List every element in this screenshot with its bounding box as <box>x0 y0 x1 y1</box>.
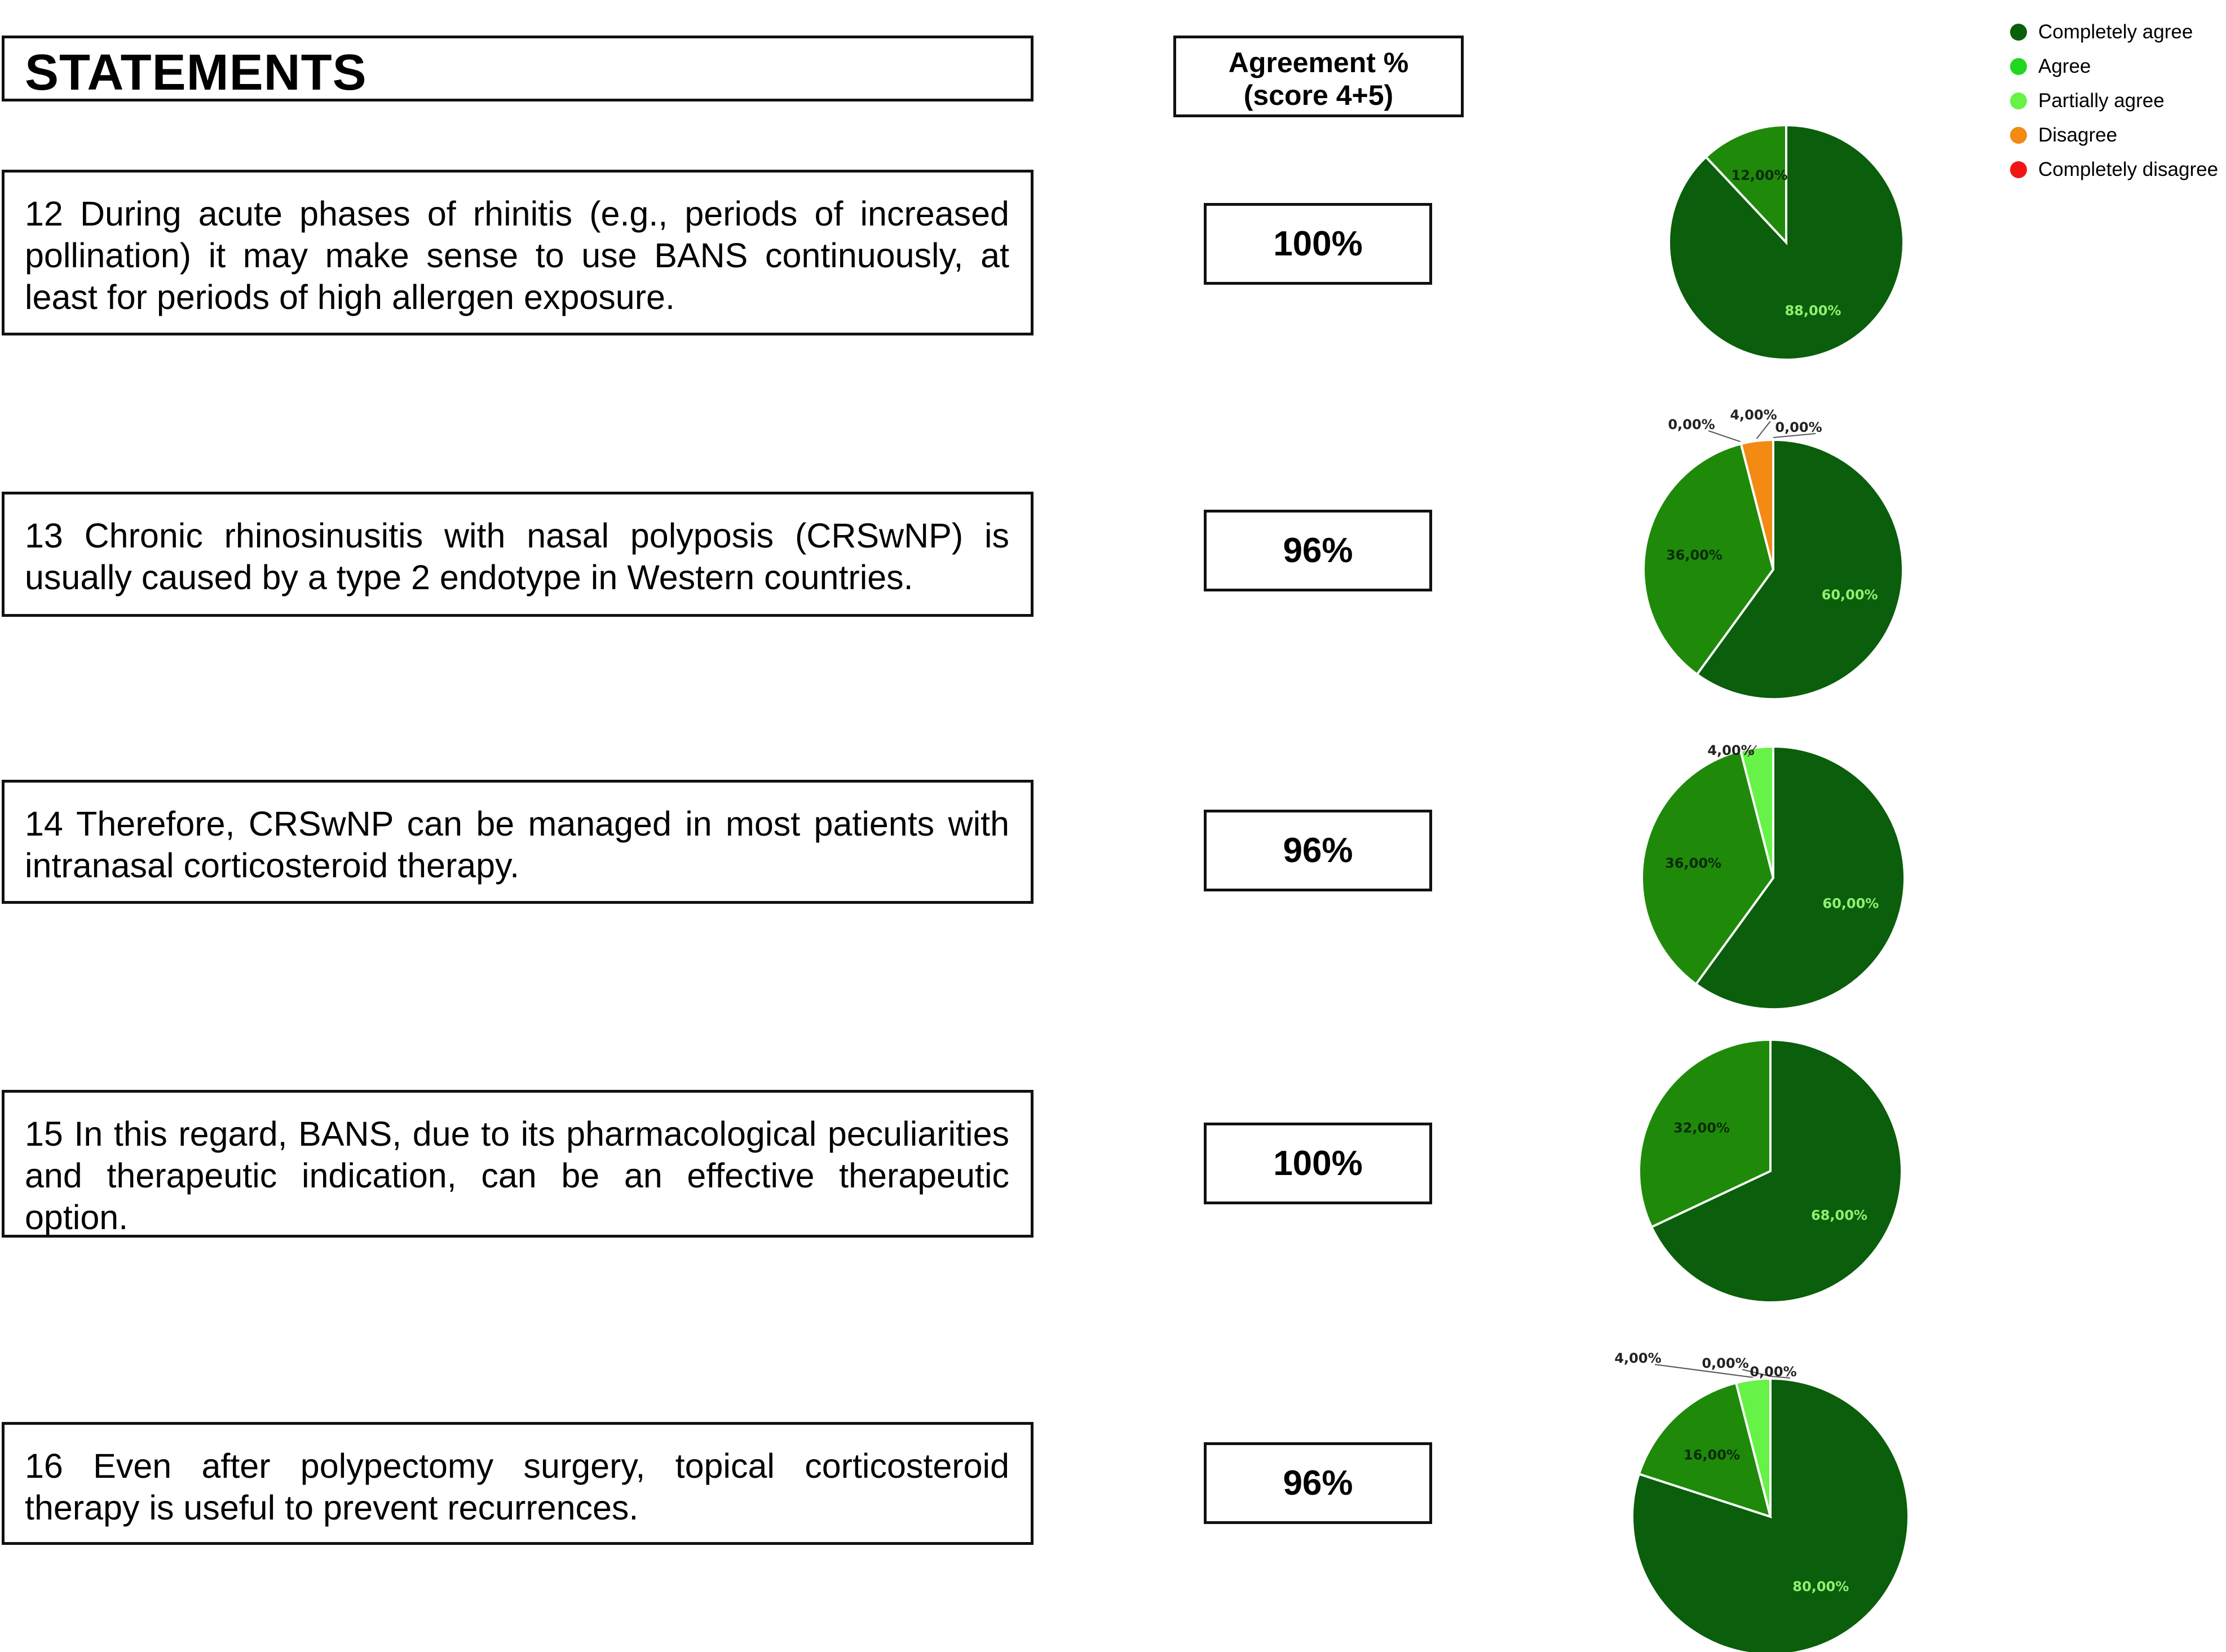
pie-13-callout-line-completely-disagree <box>1773 433 1816 438</box>
statements-title: STATEMENTS <box>25 45 367 101</box>
legend-swatch-partially-agree <box>2010 92 2027 109</box>
legend-label-partially-agree: Partially agree <box>2038 89 2165 112</box>
pie-15-label-completely-agree: 68,00% <box>1811 1207 1867 1223</box>
chart-legend: Completely agree Agree Partially agree D… <box>2010 15 2218 187</box>
pie-16-label-completely-agree: 80,00% <box>1792 1579 1849 1594</box>
agreement-14: 96% <box>1204 810 1432 891</box>
legend-label-disagree: Disagree <box>2038 123 2118 146</box>
pie-13-slice-disagree <box>1739 438 1774 570</box>
legend-swatch-completely-disagree <box>2010 161 2027 178</box>
statement-12: 12 During acute phases of rhinitis (e.g.… <box>2 170 1034 335</box>
legend-swatch-completely-agree <box>2010 23 2027 41</box>
pie-16-slice-completely-agree <box>1631 1377 1910 1652</box>
pie-13-label-agree: 36,00% <box>1666 547 1722 563</box>
pie-14-slice-completely-agree <box>1694 745 1906 1010</box>
pie-14-callout-line-partially-agree <box>1747 745 1757 757</box>
legend-swatch-agree <box>2010 58 2027 75</box>
pie-13-slice-agree <box>1642 442 1775 676</box>
pie-16-slice-partially-agree <box>1734 1377 1772 1517</box>
pie-13-label-disagree: 4,00% <box>1730 407 1777 423</box>
pie-13-callout-line-partially-agree <box>1708 430 1741 443</box>
pie-12-label-completely-agree: 88,00% <box>1785 303 1841 319</box>
pie-16-slice-agree <box>1637 1381 1772 1519</box>
agreement-16: 96% <box>1204 1442 1432 1524</box>
agreement-13: 96% <box>1204 510 1432 591</box>
pie-12-label-agree: 12,00% <box>1732 167 1788 183</box>
agreement-header: Agreement % (score 4+5) <box>1173 36 1464 117</box>
pie-15-slice-completely-agree <box>1650 1038 1903 1304</box>
pie-14-label-partially-agree: 4,00% <box>1707 743 1754 758</box>
pie-12-slice-completely-agree <box>1668 123 1905 361</box>
pie-16-callout-line-completely-disagree <box>1770 1376 1791 1379</box>
pie-15-slice-agree <box>1638 1038 1772 1229</box>
pie-14-label-completely-agree: 60,00% <box>1822 896 1879 912</box>
pie-12-slice-agree <box>1704 123 1787 246</box>
pie-13-label-partially-agree: 0,00% <box>1668 417 1715 432</box>
pie-16-label-completely-disagree: 0,00% <box>1750 1364 1796 1380</box>
legend-item-completely-disagree: Completely disagree <box>2010 152 2218 187</box>
pie-16-label-agree: 16,00% <box>1684 1447 1740 1463</box>
legend-label-agree: Agree <box>2038 55 2091 77</box>
legend-item-completely-agree: Completely agree <box>2010 15 2218 49</box>
statement-16: 16 Even after polypectomy surgery, topic… <box>2 1422 1034 1545</box>
statement-13: 13 Chronic rhinosinusitis with nasal pol… <box>2 492 1034 617</box>
pie-16-label-disagree: 0,00% <box>1702 1355 1748 1371</box>
pie-15-label-agree: 32,00% <box>1673 1120 1730 1136</box>
legend-item-partially-agree: Partially agree <box>2010 83 2218 118</box>
agreement-12: 100% <box>1204 203 1432 285</box>
agreement-header-line1: Agreement % <box>1228 47 1409 78</box>
pie-16-callout-line-partially-agree <box>1654 1364 1753 1378</box>
pie-13-callout-line-disagree <box>1756 421 1771 439</box>
pie-16-label-partially-agree: 4,00% <box>1614 1350 1661 1366</box>
legend-swatch-disagree <box>2010 126 2027 144</box>
pie-13-slice-completely-agree <box>1695 438 1904 700</box>
legend-item-agree: Agree <box>2010 49 2218 83</box>
pie-14-slice-agree <box>1641 749 1775 986</box>
statements-header: STATEMENTS <box>2 36 1034 101</box>
statement-14: 14 Therefore, CRSwNP can be managed in m… <box>2 780 1034 904</box>
agreement-header-line2: (score 4+5) <box>1243 79 1394 111</box>
legend-label-completely-disagree: Completely disagree <box>2038 158 2219 180</box>
agreement-15: 100% <box>1204 1123 1432 1204</box>
pie-16-callout-line-disagree <box>1742 1369 1771 1377</box>
pie-13-label-completely-agree: 60,00% <box>1822 587 1878 603</box>
statement-15: 15 In this regard, BANS, due to its phar… <box>2 1090 1034 1238</box>
pie-14-slice-partially-agree <box>1739 745 1774 878</box>
legend-item-disagree: Disagree <box>2010 118 2218 152</box>
pie-13-label-completely-disagree: 0,00% <box>1775 419 1822 435</box>
legend-label-completely-agree: Completely agree <box>2038 20 2193 43</box>
pie-14-label-agree: 36,00% <box>1665 855 1721 871</box>
